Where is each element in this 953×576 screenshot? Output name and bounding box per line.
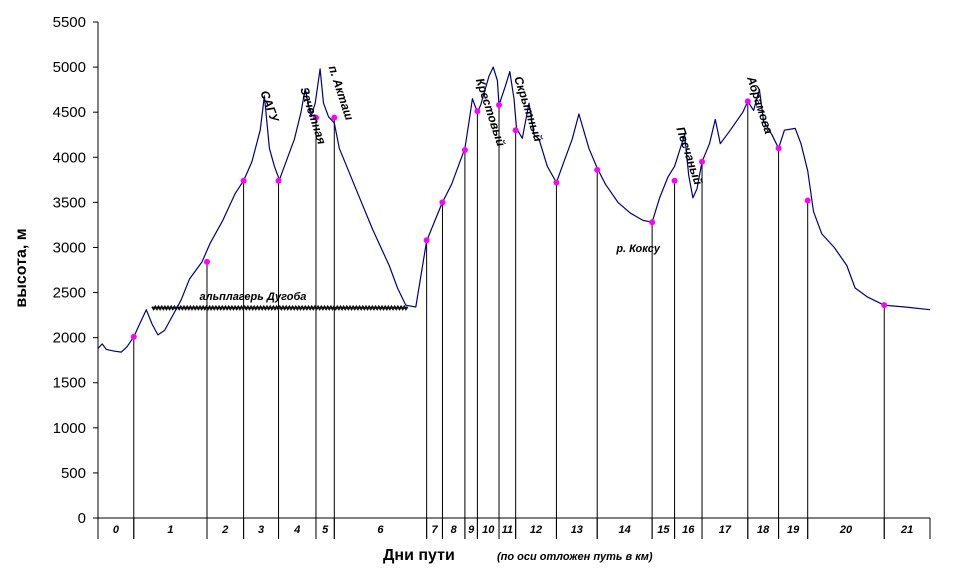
day-end-marker	[496, 101, 503, 108]
day-label: 16	[682, 524, 695, 536]
day-end-marker	[130, 333, 137, 340]
day-label: 5	[322, 524, 329, 536]
y-axis-ticks: 0 500 1000 1500 2000 2500 3000 3500 4000 4500 5000…	[53, 14, 99, 527]
day-label: 11	[502, 524, 513, 536]
y-tick-label: 1500	[53, 375, 86, 392]
y-tick-label: 5500	[53, 14, 86, 31]
day-label: 0	[113, 524, 120, 536]
day-end-marker	[512, 127, 519, 134]
day-label: 15	[657, 524, 670, 536]
y-tick-label: 4500	[53, 104, 86, 121]
x-axis-title: Дни пути	[383, 547, 455, 564]
day-end-marker	[203, 258, 210, 265]
day-end-marker	[423, 237, 430, 244]
x-axis-note: (по оси отложен путь в км)	[497, 551, 653, 563]
day-guide-lines	[133, 101, 885, 539]
day-end-marker	[671, 177, 678, 184]
day-label: 8	[451, 524, 458, 536]
pass-label: Зачетная	[297, 85, 329, 146]
y-tick-label: 5000	[53, 59, 86, 76]
day-label: 9	[468, 524, 475, 536]
day-label: 19	[787, 524, 800, 536]
day-label: 17	[719, 524, 732, 536]
day-markers	[130, 98, 888, 340]
day-end-marker	[439, 199, 446, 206]
day-label: 21	[900, 524, 913, 536]
elevation-series	[97, 66, 931, 353]
day-end-marker	[275, 177, 282, 184]
place-label: р. Кокcу	[615, 243, 661, 255]
day-end-marker	[312, 114, 319, 121]
day-end-marker	[744, 98, 751, 105]
day-label: 6	[377, 524, 384, 536]
y-tick-label: 1000	[53, 420, 86, 437]
day-label: 12	[530, 524, 542, 536]
day-label: 2	[221, 524, 228, 536]
day-end-marker	[474, 108, 481, 115]
y-tick-label: 0	[78, 510, 86, 527]
day-end-marker	[881, 302, 888, 309]
pass-label: Скрытный	[511, 75, 545, 144]
y-tick-label: 500	[61, 465, 86, 482]
day-label: 10	[482, 524, 495, 536]
day-end-marker	[594, 166, 601, 173]
y-tick-label: 4000	[53, 149, 86, 166]
day-end-marker	[775, 145, 782, 152]
y-tick-label: 3500	[53, 194, 86, 211]
day-end-marker	[240, 177, 247, 184]
day-label: 7	[431, 524, 438, 536]
day-label: 20	[839, 524, 853, 536]
day-label: 14	[619, 524, 631, 536]
y-tick-label: 2500	[53, 285, 86, 302]
y-tick-label: 2000	[53, 330, 86, 347]
y-tick-label: 3000	[53, 239, 86, 256]
pass-label: Абрамова	[744, 74, 776, 136]
day-end-marker	[461, 147, 468, 154]
day-label: 4	[293, 524, 300, 536]
y-axis-title: высота, м	[13, 228, 30, 307]
day-label: 3	[258, 524, 264, 536]
day-labels: 0 1 2 3 4 5 6 7 8 9 10 11 12 13 14 15 16 17 18 19 20 21	[113, 524, 913, 536]
day-label: 1	[167, 524, 173, 536]
elevation-line	[97, 66, 931, 353]
day-end-marker	[649, 219, 656, 226]
day-end-marker	[699, 158, 706, 165]
place-label: альплагерь Дугоба	[200, 291, 307, 303]
day-end-marker	[553, 179, 560, 186]
day-label: 13	[571, 524, 583, 536]
camp-line	[151, 304, 409, 311]
day-end-marker	[804, 197, 811, 204]
camp-plateau-line	[151, 304, 409, 311]
day-label: 18	[757, 524, 770, 536]
pass-label: п. Акташ	[326, 64, 357, 123]
day-end-marker	[331, 114, 338, 121]
